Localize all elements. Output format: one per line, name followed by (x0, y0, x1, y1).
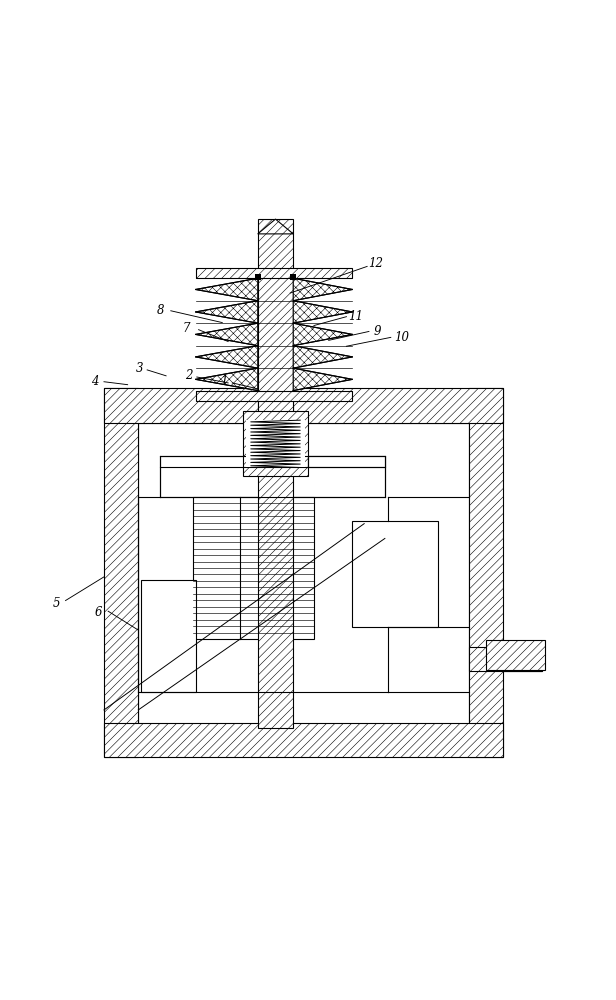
Text: 5: 5 (53, 597, 60, 610)
Polygon shape (196, 278, 257, 391)
Bar (193, 497, 314, 639)
Text: 2: 2 (185, 369, 192, 382)
Text: 4: 4 (91, 375, 99, 388)
Bar (486, 640, 545, 670)
Bar (257, 219, 293, 728)
Bar (140, 580, 196, 692)
Bar (293, 388, 503, 423)
Bar (246, 420, 305, 467)
Bar (243, 411, 308, 476)
Bar (469, 388, 503, 757)
Text: 7: 7 (183, 322, 190, 335)
Bar (196, 391, 352, 401)
Bar (469, 647, 541, 671)
Bar (308, 456, 385, 467)
Text: 10: 10 (394, 331, 409, 344)
Text: 8: 8 (156, 304, 164, 317)
Bar (104, 388, 138, 757)
Polygon shape (257, 219, 293, 234)
Text: 9: 9 (374, 325, 381, 338)
Bar (255, 274, 261, 280)
Text: 12: 12 (368, 257, 384, 270)
Text: 1: 1 (221, 375, 228, 388)
Bar (160, 456, 385, 497)
Polygon shape (293, 278, 352, 391)
Bar (104, 723, 503, 757)
Bar (503, 647, 541, 671)
Bar (104, 388, 257, 423)
Bar (290, 274, 296, 280)
Bar (352, 521, 438, 627)
Text: 6: 6 (94, 606, 102, 619)
Text: 11: 11 (348, 310, 363, 323)
Bar (196, 268, 352, 278)
Bar (138, 423, 469, 728)
Text: 3: 3 (136, 362, 143, 375)
